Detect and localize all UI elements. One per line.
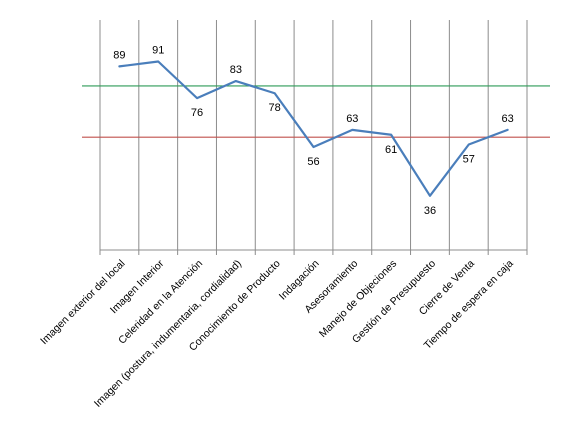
data-point — [351, 129, 353, 131]
data-label: 63 — [346, 113, 358, 125]
data-label: 61 — [385, 144, 397, 156]
reference-lines — [82, 85, 550, 138]
data-label: 63 — [501, 113, 513, 125]
data-point — [196, 97, 198, 99]
data-label: 76 — [191, 107, 203, 119]
data-point — [429, 195, 431, 197]
category-label: Imagen (postura, indumentaria, cordialid… — [92, 258, 244, 410]
data-point — [468, 143, 470, 146]
data-point — [506, 129, 509, 131]
data-point — [235, 80, 237, 82]
data-labels: 89 91 76 83 78 56 63 61 36 57 63 — [113, 45, 513, 217]
data-label: 83 — [230, 64, 242, 76]
series-line — [118, 60, 509, 197]
data-label: 36 — [424, 205, 436, 217]
data-label: 78 — [269, 102, 281, 114]
category-label: Manejo de Objeciones — [317, 258, 399, 340]
data-label: 57 — [463, 154, 475, 166]
data-point — [118, 65, 121, 67]
data-point — [390, 134, 392, 136]
data-point — [274, 92, 276, 94]
data-label: 56 — [307, 156, 319, 168]
data-label: 89 — [113, 49, 125, 61]
data-label: 91 — [152, 45, 164, 57]
data-point — [312, 146, 315, 148]
data-point — [157, 60, 159, 63]
